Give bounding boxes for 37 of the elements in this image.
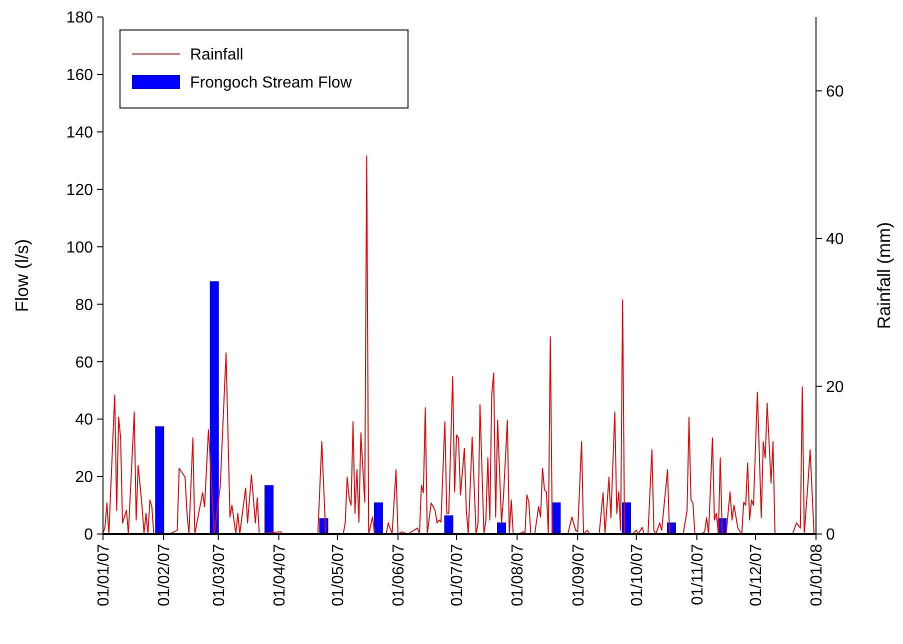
x-tick-label: 01/10/07 [628,544,646,606]
y2-tick-label: 0 [826,526,835,544]
y-tick-label: 40 [75,412,94,429]
bar [155,426,164,534]
y-tick-label: 60 [75,354,94,372]
y2-tick-label: 60 [826,83,844,100]
x-tick-label: 01/11/07 [689,544,706,606]
y-tick-label: 180 [66,10,94,27]
legend-label: Rainfall [190,46,244,64]
x-tick-label: 01/07/07 [449,544,466,606]
legend-label: Frongoch Stream Flow [190,74,352,92]
x-tick-label: 01/01/07 [96,544,113,606]
y-tick-label: 0 [84,526,94,544]
y-tick-label: 100 [66,239,94,256]
y-tick-label: 20 [75,469,94,486]
bar [210,281,219,534]
y-tick-label: 120 [66,182,94,199]
y2-tick-label: 20 [826,378,844,396]
bar [444,515,454,534]
x-tick-label: 01/12/07 [748,544,766,606]
x-tick-label: 01/09/07 [570,544,588,606]
x-tick-label: 01/06/07 [390,544,408,606]
x-tick-label: 01/05/07 [330,544,348,606]
x-tick-label: 01/01/08 [808,544,826,606]
bar [264,485,274,534]
y2-axis-title: Rainfall (mm) [874,222,894,330]
y-tick-label: 140 [66,124,94,142]
bar [497,522,506,534]
x-tick-label: 01/02/07 [156,544,174,606]
bar [374,502,383,534]
y-axis-title: Flow (l/s) [12,239,32,312]
x-tick-label: 01/04/07 [271,544,288,606]
y2-tick-label: 40 [826,231,844,248]
x-tick-label: 01/03/07 [210,544,228,606]
y-tick-label: 160 [66,67,94,84]
y-tick-label: 80 [75,296,94,314]
x-tick-label: 01/08/07 [510,544,527,606]
